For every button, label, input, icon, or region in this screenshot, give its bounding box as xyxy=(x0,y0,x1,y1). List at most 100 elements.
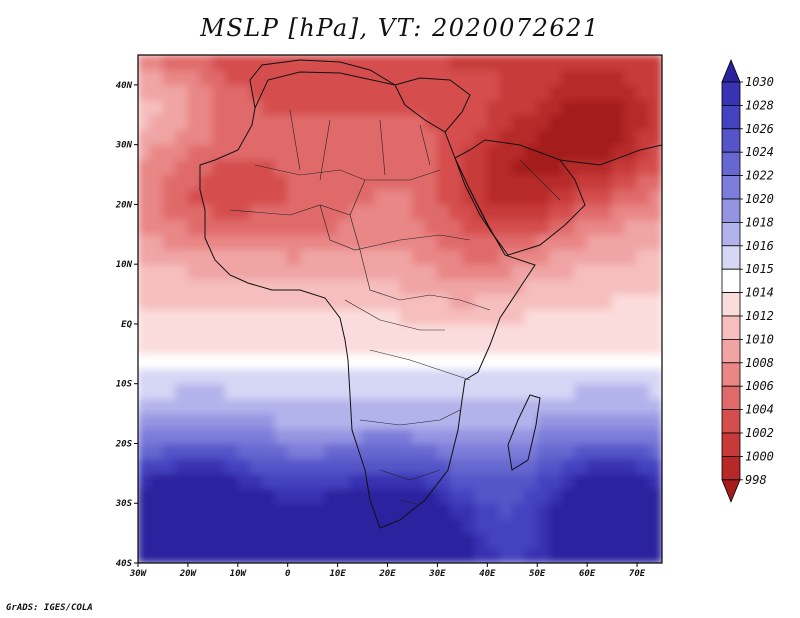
field-cell xyxy=(312,517,326,534)
field-cell xyxy=(349,383,364,400)
field-cell xyxy=(149,159,164,176)
field-cell xyxy=(486,428,501,444)
field-cell xyxy=(212,188,226,205)
field-cell xyxy=(624,532,638,549)
field-cell xyxy=(199,114,214,131)
field-cell xyxy=(474,233,488,250)
field-cell xyxy=(411,263,426,280)
field-cell xyxy=(324,84,339,101)
field-cell xyxy=(561,203,576,220)
field-cell xyxy=(486,353,501,370)
field-cell xyxy=(511,368,526,385)
field-cell xyxy=(174,308,189,325)
field-cell xyxy=(399,368,413,385)
field-cell xyxy=(561,218,576,235)
field-cell xyxy=(511,353,526,370)
field-cell xyxy=(574,487,588,504)
field-cell xyxy=(337,547,351,563)
field-cell xyxy=(574,428,588,444)
field-cell xyxy=(362,547,376,563)
field-cell xyxy=(399,129,413,146)
field-cell xyxy=(162,144,176,161)
field-cell xyxy=(149,368,164,385)
field-cell xyxy=(511,293,526,310)
field-cell xyxy=(574,144,588,161)
field-cell xyxy=(399,413,413,430)
field-cell xyxy=(611,457,626,474)
field-cell xyxy=(611,129,626,146)
field-cell xyxy=(511,218,526,235)
field-cell xyxy=(561,428,576,444)
field-cell xyxy=(636,413,651,430)
field-cell xyxy=(149,203,164,220)
field-cell xyxy=(611,263,626,280)
field-cell xyxy=(461,218,476,235)
field-cell xyxy=(149,487,164,504)
field-cell xyxy=(138,413,151,430)
field-cell xyxy=(262,353,276,370)
field-cell xyxy=(561,487,576,504)
field-cell xyxy=(337,159,351,176)
x-tick-label: 10E xyxy=(329,569,346,579)
field-cell xyxy=(224,263,239,280)
field-cell xyxy=(599,472,613,489)
field-cell xyxy=(362,69,376,86)
field-cell xyxy=(474,413,488,430)
field-cell xyxy=(636,353,651,370)
field-cell xyxy=(636,174,651,190)
field-cell xyxy=(212,69,226,86)
field-cell xyxy=(362,472,376,489)
field-cell xyxy=(262,428,276,444)
field-cell xyxy=(486,248,501,265)
field-cell xyxy=(536,398,551,415)
field-cell xyxy=(511,203,526,220)
field-cell xyxy=(287,99,301,116)
field-cell xyxy=(162,203,176,220)
field-cell xyxy=(362,353,376,370)
field-cell xyxy=(586,442,601,459)
field-cell xyxy=(524,84,538,101)
field-cell xyxy=(138,55,151,71)
field-cell xyxy=(624,114,638,131)
field-cell xyxy=(349,188,364,205)
field-cell xyxy=(399,532,413,549)
field-cell xyxy=(599,502,613,519)
field-cell xyxy=(586,248,601,265)
x-tick-label: 20W xyxy=(179,569,198,579)
field-cell xyxy=(624,398,638,415)
field-cell xyxy=(599,129,613,146)
field-cell xyxy=(299,233,314,250)
field-cell xyxy=(138,457,151,474)
field-cell xyxy=(461,233,476,250)
field-cell xyxy=(387,99,401,116)
field-cell xyxy=(262,502,276,519)
field-cell xyxy=(611,218,626,235)
field-cell xyxy=(424,323,438,340)
field-cell xyxy=(499,398,513,415)
field-cell xyxy=(187,248,201,265)
field-cell xyxy=(474,353,488,370)
field-cell xyxy=(586,84,601,101)
field-cell xyxy=(224,218,239,235)
field-cell xyxy=(474,263,488,280)
y-tick-label: 40N xyxy=(116,81,133,91)
colorbar-label: 1006 xyxy=(745,379,774,393)
field-cell xyxy=(362,129,376,146)
field-cell xyxy=(274,338,289,355)
field-cell xyxy=(636,84,651,101)
field-cell xyxy=(411,84,426,101)
field-cell xyxy=(287,218,301,235)
field-cell xyxy=(474,368,488,385)
field-cell xyxy=(324,188,339,205)
field-cell xyxy=(174,442,189,459)
field-cell xyxy=(536,203,551,220)
field-cell xyxy=(187,532,201,549)
field-cell xyxy=(237,413,251,430)
field-cell xyxy=(162,532,176,549)
field-cell xyxy=(649,218,662,235)
field-cell xyxy=(611,383,626,400)
field-cell xyxy=(449,308,463,325)
field-cell xyxy=(574,457,588,474)
field-cell xyxy=(299,487,314,504)
field-cell xyxy=(461,338,476,355)
